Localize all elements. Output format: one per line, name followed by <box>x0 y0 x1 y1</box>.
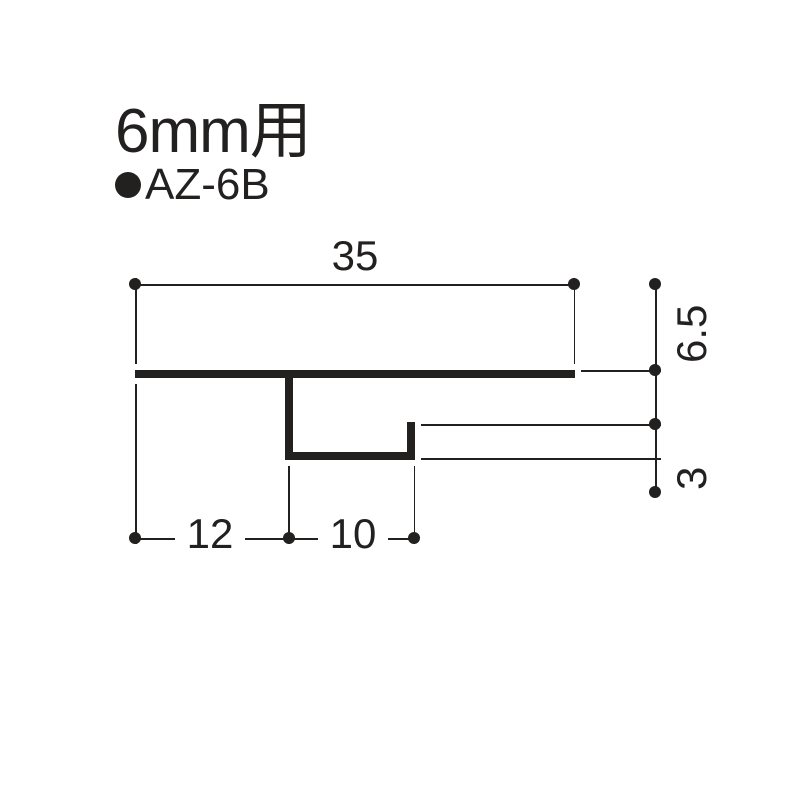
dim-r-dot-1 <box>649 364 661 376</box>
dim-bot-dot-2 <box>283 532 295 544</box>
profile-channel-bottom <box>285 452 415 460</box>
dim-top-label: 35 <box>310 232 400 280</box>
dim-top-dot-r <box>568 278 580 290</box>
title-main: 6mm用 <box>115 80 311 170</box>
dim-top-ext-right <box>574 278 576 364</box>
dim-right-vline <box>655 284 657 494</box>
dim-r-label-3: 3 <box>668 450 716 490</box>
dim-top-dot-l <box>129 278 141 290</box>
dim-top-hline <box>135 284 575 286</box>
dim-r-dot-2 <box>649 418 661 430</box>
dim-bot-dot-1 <box>129 532 141 544</box>
dim-r-dot-0 <box>649 278 661 290</box>
dim-top-ext-left <box>135 278 137 364</box>
dim-bot-ext-1 <box>135 384 137 544</box>
profile-lip <box>407 422 415 460</box>
bullet-icon <box>115 172 141 198</box>
title-sub-text: AZ-6B <box>145 160 270 209</box>
dim-r-dot-3 <box>649 486 661 498</box>
dim-r-ext-2 <box>421 424 661 426</box>
profile-top-flange <box>135 370 575 378</box>
dim-bot-dot-3 <box>408 532 420 544</box>
dim-r-label-65: 6.5 <box>668 283 716 363</box>
dim-bot-label-12: 12 <box>175 510 245 558</box>
profile-web <box>285 370 293 460</box>
title-sub-container: AZ-6B <box>115 160 270 210</box>
dim-r-ext-3 <box>421 458 661 460</box>
dim-bot-label-10: 10 <box>318 510 388 558</box>
